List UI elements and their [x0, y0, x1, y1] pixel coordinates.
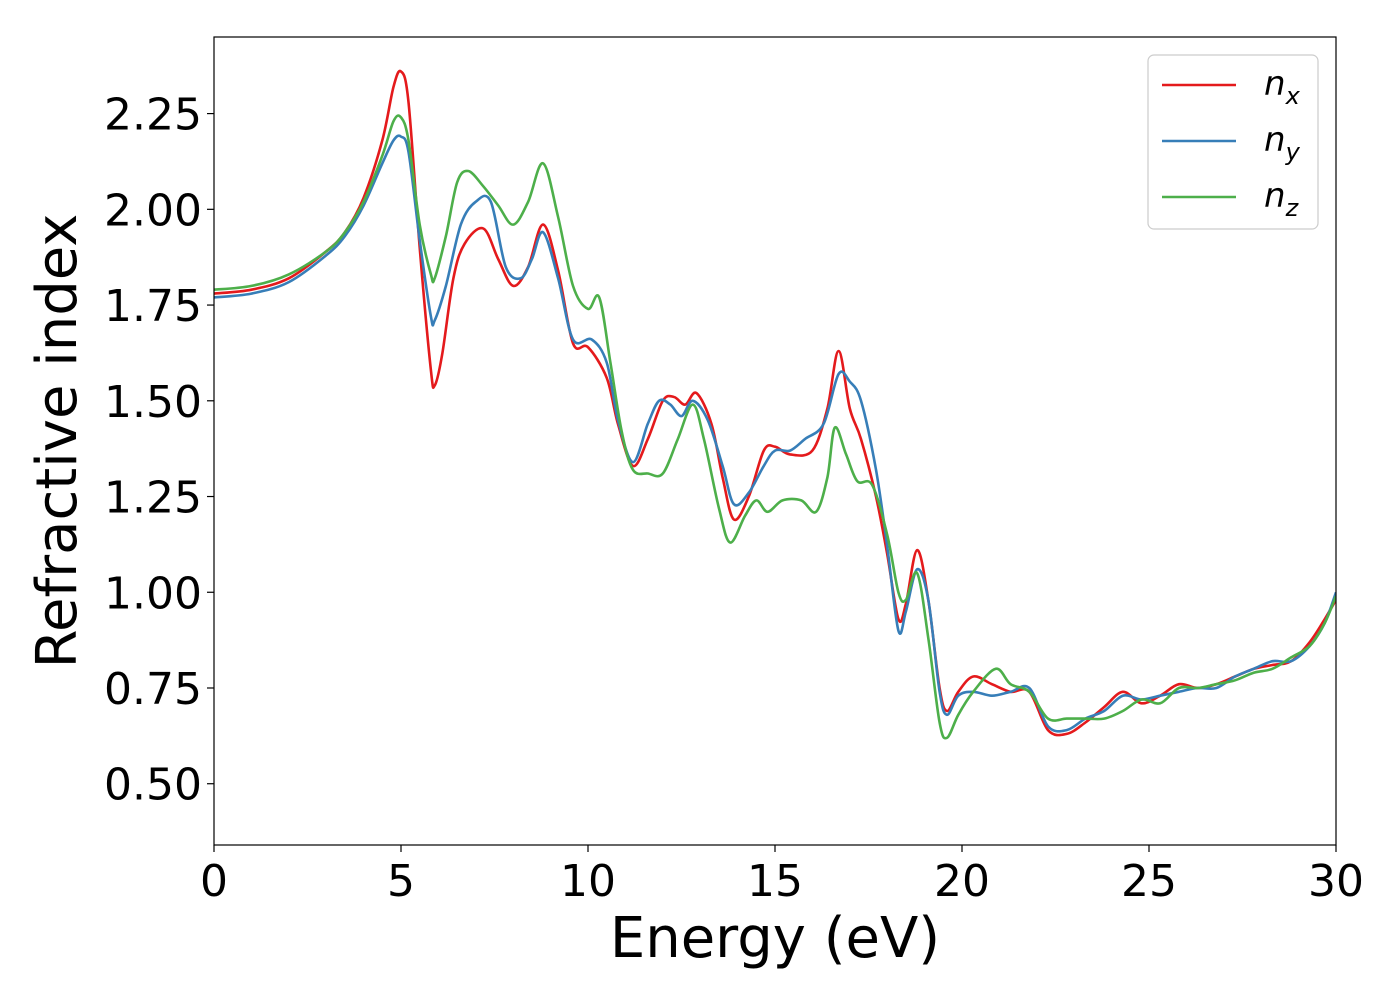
y-tick-label: 1.50	[104, 377, 202, 428]
y-tick-label: 1.00	[104, 568, 202, 619]
x-tick-label: 15	[747, 856, 803, 907]
y-tick-label: 1.25	[104, 473, 202, 524]
legend: nx ny nz	[1147, 54, 1319, 230]
y-tick-label: 0.75	[104, 664, 202, 715]
y-tick-label: 2.25	[104, 90, 202, 141]
x-tick-label: 30	[1308, 856, 1364, 907]
x-tick-label: 5	[387, 856, 415, 907]
legend-label-ny: ny	[1264, 120, 1301, 166]
x-axis-label: Energy (eV)	[610, 906, 940, 971]
x-tick-label: 20	[934, 856, 990, 907]
series-line-nx	[214, 69, 1336, 737]
x-axis-ticks: 0 5 10 15 20 25 30	[200, 845, 1364, 907]
y-axis-label: Refractive index	[25, 214, 90, 669]
y-tick-label: 2.00	[104, 185, 202, 236]
series-line-ny	[214, 134, 1336, 733]
y-tick-label: 0.50	[104, 760, 202, 811]
y-tick-label: 1.75	[104, 281, 202, 332]
legend-label-nz: nz	[1264, 176, 1300, 222]
series-line-nz	[214, 114, 1336, 740]
y-axis-ticks: 0.50 0.75 1.00 1.25 1.50 1.75 2.00 2.25	[104, 90, 214, 811]
legend-label-nx: nx	[1264, 64, 1301, 110]
x-tick-label: 10	[560, 856, 616, 907]
x-tick-label: 25	[1121, 856, 1177, 907]
x-tick-label: 0	[200, 856, 228, 907]
